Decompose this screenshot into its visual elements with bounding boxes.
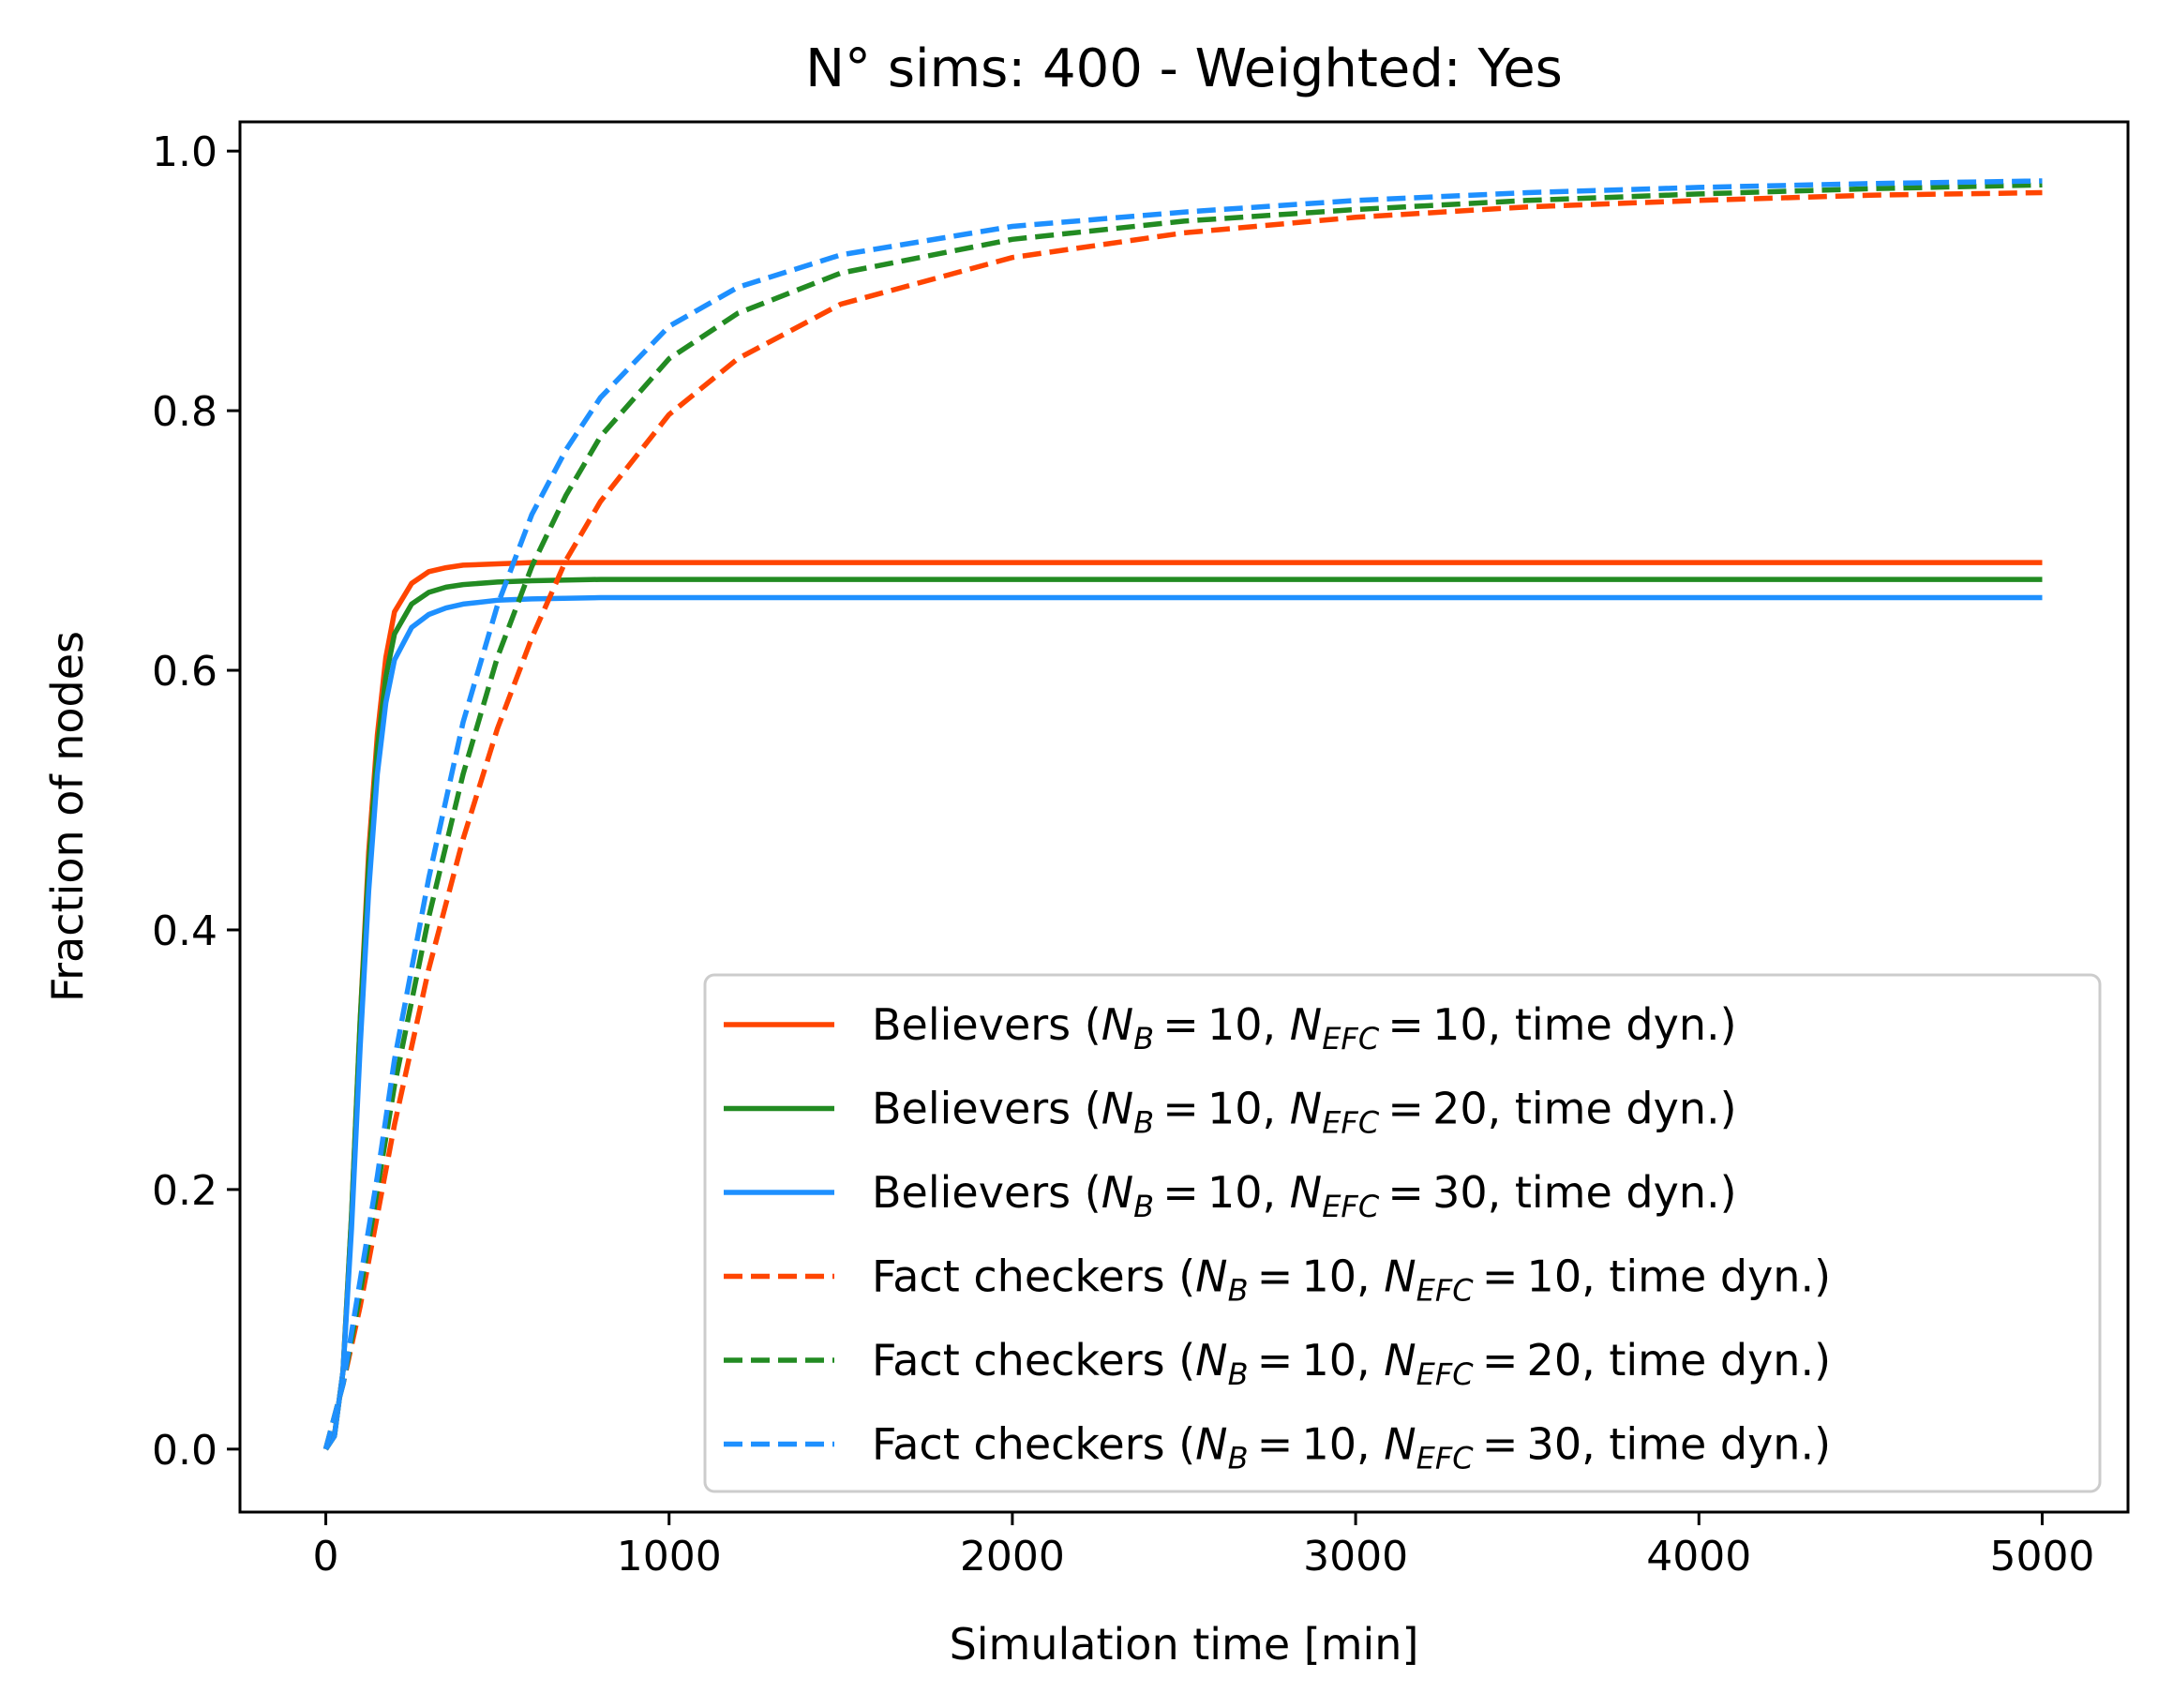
legend-label: Fact checkers (NB = 10, NEFC = 30, time …	[872, 1419, 1831, 1476]
x-axis: 0 1000 2000 3000 4000 5000	[313, 1512, 2094, 1581]
y-tick-label: 0.8	[152, 388, 217, 436]
series-line-fact-checkers-efc10	[322, 189, 2043, 1450]
series-line-believers-efc30	[323, 594, 2043, 1451]
x-tick-label: 5000	[1989, 1533, 2094, 1581]
x-tick-label: 3000	[1303, 1533, 1408, 1581]
y-axis: 0.0 0.2 0.4 0.6 0.8 1.0	[152, 128, 240, 1475]
y-tick-label: 0.0	[152, 1427, 217, 1475]
x-axis-label: Simulation time [min]	[950, 1619, 1419, 1670]
legend-label: Believers (NB = 10, NEFC = 10, time dyn.…	[872, 999, 1737, 1056]
legend-box	[703, 973, 2102, 1493]
legend-label: Believers (NB = 10, NEFC = 20, time dyn.…	[872, 1084, 1737, 1141]
x-tick-label: 0	[313, 1533, 339, 1581]
series-line-fact-checkers-efc30	[322, 178, 2043, 1450]
x-tick-label: 4000	[1646, 1533, 1751, 1581]
legend-entry-believers-efc20: Believers (NB = 10, NEFC = 20, time dyn.…	[724, 1084, 1737, 1141]
y-tick-label: 0.6	[152, 648, 217, 696]
y-tick-label: 0.4	[152, 907, 217, 955]
legend-label: Believers (NB = 10, NEFC = 30, time dyn.…	[872, 1167, 1737, 1224]
plot-area	[322, 178, 2043, 1451]
legend-entry-believers-efc30: Believers (NB = 10, NEFC = 30, time dyn.…	[724, 1167, 1737, 1224]
legend-label: Fact checkers (NB = 10, NEFC = 10, time …	[872, 1251, 1831, 1309]
y-tick-label: 1.0	[152, 128, 217, 176]
y-tick-label: 0.2	[152, 1167, 217, 1215]
y-axis-label: Fraction of nodes	[42, 631, 93, 1002]
legend-entry-fact-checkers-efc30: Fact checkers (NB = 10, NEFC = 30, time …	[724, 1419, 1831, 1476]
legend-entry-fact-checkers-efc10: Fact checkers (NB = 10, NEFC = 10, time …	[724, 1251, 1831, 1309]
legend: Believers (NB = 10, NEFC = 10, time dyn.…	[703, 973, 2102, 1493]
axes-frame	[238, 120, 2130, 1514]
chart-title: N° sims: 400 - Weighted: Yes	[805, 38, 1563, 99]
x-tick-label: 2000	[960, 1533, 1065, 1581]
x-tick-label: 1000	[617, 1533, 722, 1581]
legend-label: Fact checkers (NB = 10, NEFC = 20, time …	[872, 1335, 1831, 1392]
legend-entry-fact-checkers-efc20: Fact checkers (NB = 10, NEFC = 20, time …	[724, 1335, 1831, 1392]
legend-entry-believers-efc10: Believers (NB = 10, NEFC = 10, time dyn.…	[724, 999, 1737, 1056]
